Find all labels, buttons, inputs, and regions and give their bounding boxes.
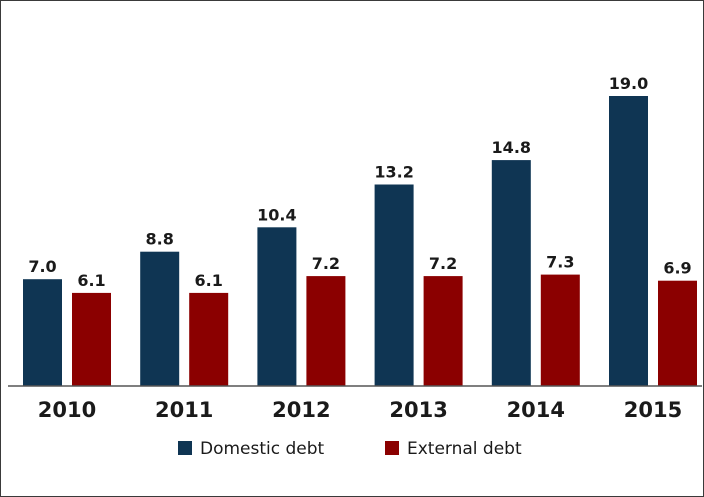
legend-swatch-domestic xyxy=(178,441,192,455)
bar-external-2013 xyxy=(423,276,463,386)
legend-label-external: External debt xyxy=(407,439,522,459)
bar-external-2010 xyxy=(72,292,111,386)
bar-domestic-2010 xyxy=(23,279,62,386)
value-label-external-2011: 6.1 xyxy=(195,271,223,290)
bar-domestic-2015 xyxy=(609,96,648,386)
category-label-2011: 2011 xyxy=(155,398,213,422)
bar-domestic-2011 xyxy=(140,251,180,386)
value-label-external-2015: 6.9 xyxy=(663,259,691,278)
category-labels-group: 2010 2011 2012 2013 2014 2015 xyxy=(38,398,682,422)
legend-swatch-external xyxy=(385,441,399,455)
legend: Domestic debt External debt xyxy=(178,439,522,459)
value-label-domestic-2010: 7.0 xyxy=(28,257,56,276)
value-label-external-2010: 6.1 xyxy=(77,271,105,290)
value-labels-group: 7.0 6.1 8.8 6.1 10.4 7.2 13.2 7.2 14.8 7.3 19.0 6.9 xyxy=(28,74,691,290)
bar-domestic-2012 xyxy=(257,227,297,386)
value-label-external-2014: 7.3 xyxy=(546,253,574,272)
legend-label-domestic: Domestic debt xyxy=(200,439,325,459)
bar-external-2015 xyxy=(658,280,697,386)
bar-external-2014 xyxy=(540,274,580,386)
value-label-external-2013: 7.2 xyxy=(429,254,457,273)
bar-external-2012 xyxy=(306,276,346,386)
value-label-external-2012: 7.2 xyxy=(312,254,340,273)
category-label-2014: 2014 xyxy=(507,398,565,422)
category-label-2012: 2012 xyxy=(272,398,330,422)
value-label-domestic-2013: 13.2 xyxy=(374,163,413,182)
value-label-domestic-2014: 14.8 xyxy=(492,138,531,157)
bar-domestic-2014 xyxy=(491,160,531,386)
category-label-2013: 2013 xyxy=(389,398,447,422)
category-label-2010: 2010 xyxy=(38,398,96,422)
value-label-domestic-2015: 19.0 xyxy=(609,74,648,93)
category-label-2015: 2015 xyxy=(624,398,682,422)
value-label-domestic-2011: 8.8 xyxy=(146,230,174,249)
bar-domestic-2013 xyxy=(374,184,414,386)
bar-external-2011 xyxy=(189,292,229,386)
value-label-domestic-2012: 10.4 xyxy=(257,205,296,224)
bars-group xyxy=(23,96,697,386)
